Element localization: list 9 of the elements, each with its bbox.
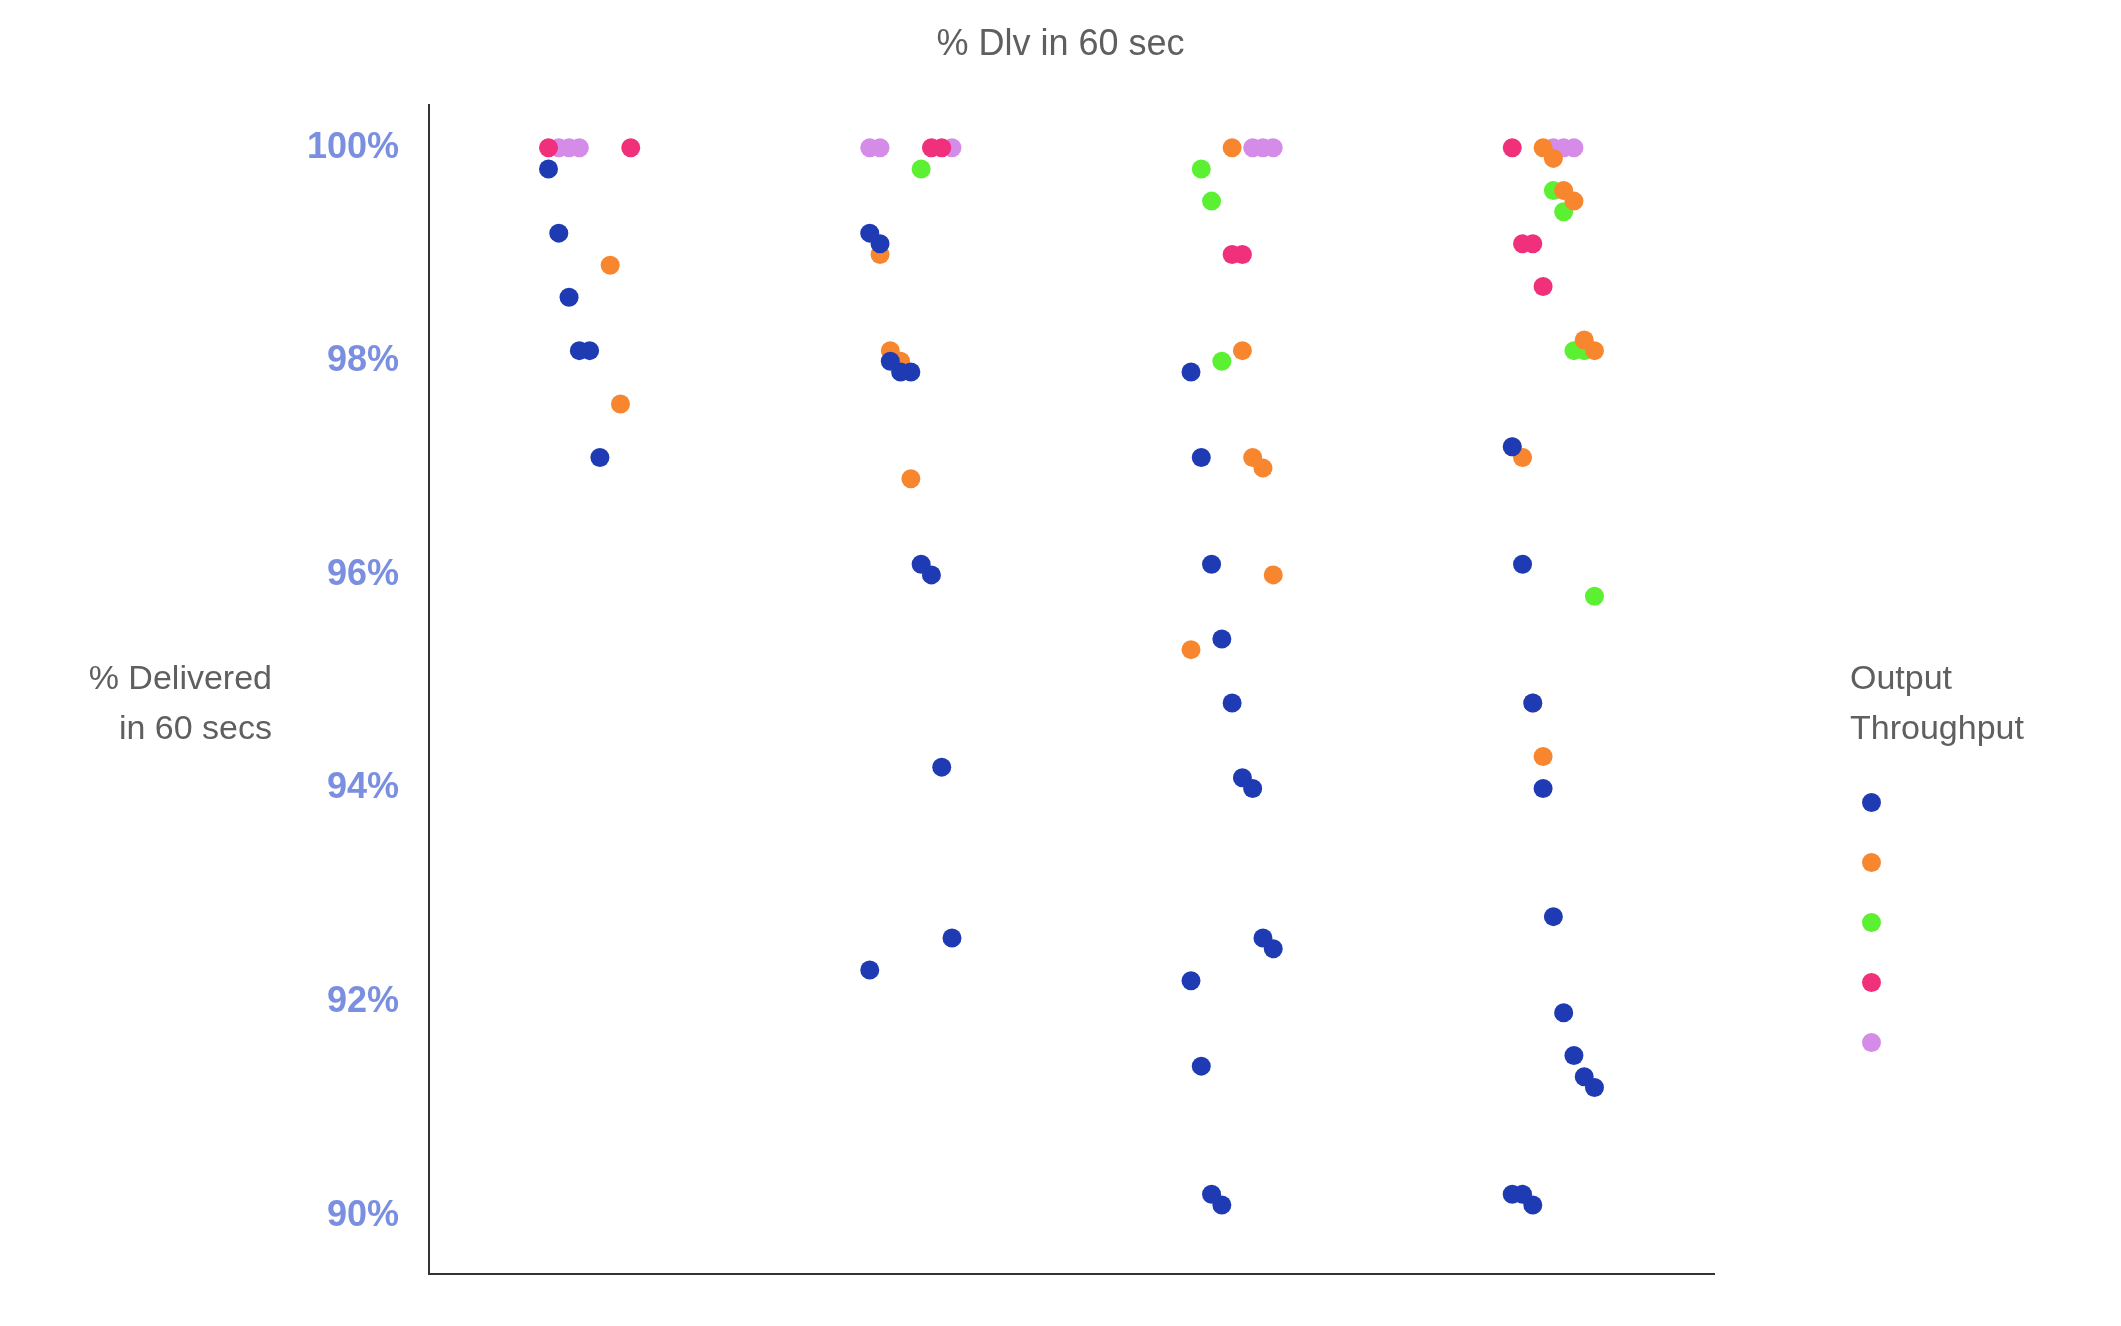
y-tick-label: 94% xyxy=(326,765,399,807)
chart-title: % Dlv in 60 sec xyxy=(935,22,1186,64)
y-tick-label: 92% xyxy=(326,979,399,1020)
y-tick-label: 98% xyxy=(326,338,399,380)
y-axis-title: % Delivered in 60 secs xyxy=(88,657,272,748)
legend-title: Output Throughput xyxy=(1850,657,2024,748)
y-tick-label: 96% xyxy=(326,551,399,593)
y-tick-label: 100% xyxy=(306,124,399,166)
y-tick-label: 90% xyxy=(326,1192,399,1234)
